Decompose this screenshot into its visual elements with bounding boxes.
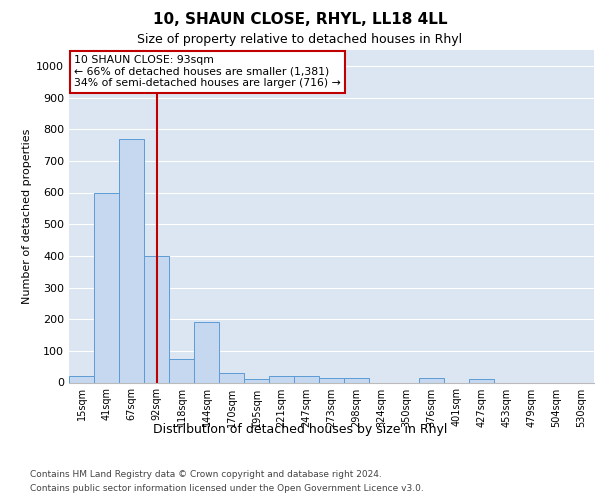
Bar — [319, 378, 344, 382]
Bar — [69, 376, 94, 382]
Y-axis label: Number of detached properties: Number of detached properties — [22, 128, 32, 304]
Bar — [119, 138, 144, 382]
Bar — [244, 380, 269, 382]
Bar — [219, 373, 244, 382]
Bar — [169, 359, 194, 382]
Bar — [144, 256, 169, 382]
Bar — [294, 376, 319, 382]
Bar — [194, 322, 219, 382]
Bar — [269, 376, 294, 382]
Text: Contains HM Land Registry data © Crown copyright and database right 2024.: Contains HM Land Registry data © Crown c… — [30, 470, 382, 479]
Bar — [419, 378, 444, 382]
Bar — [344, 378, 369, 382]
Bar — [469, 380, 494, 382]
Text: Contains public sector information licensed under the Open Government Licence v3: Contains public sector information licen… — [30, 484, 424, 493]
Text: Size of property relative to detached houses in Rhyl: Size of property relative to detached ho… — [137, 32, 463, 46]
Text: 10, SHAUN CLOSE, RHYL, LL18 4LL: 10, SHAUN CLOSE, RHYL, LL18 4LL — [153, 12, 447, 28]
Text: 10 SHAUN CLOSE: 93sqm
← 66% of detached houses are smaller (1,381)
34% of semi-d: 10 SHAUN CLOSE: 93sqm ← 66% of detached … — [74, 55, 341, 88]
Text: Distribution of detached houses by size in Rhyl: Distribution of detached houses by size … — [153, 422, 447, 436]
Bar — [94, 192, 119, 382]
